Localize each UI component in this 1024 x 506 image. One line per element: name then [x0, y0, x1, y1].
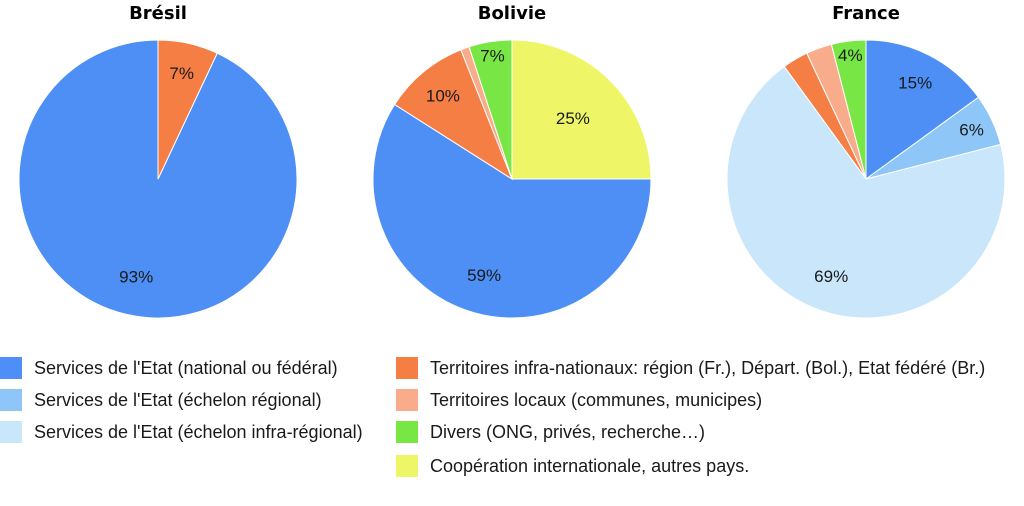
legend-swatch [396, 357, 418, 379]
pie-chart: Bolivie 25% 59% 10% 7% [372, 3, 652, 319]
legend-label: Services de l'Etat (échelon régional) [34, 389, 322, 410]
slice-label: 10% [426, 87, 460, 106]
legend-label: Divers (ONG, privés, recherche…) [430, 421, 706, 442]
legend-swatch [0, 357, 22, 379]
pie-slice [18, 39, 298, 319]
slice-label: 69% [814, 267, 848, 286]
pie-chart: France 15% 6% 69% 4% [726, 3, 1006, 319]
legend-label: Services de l'Etat (échelon infra-région… [34, 421, 363, 442]
legend-label: Coopération internationale, autres pays. [430, 455, 750, 476]
legend-item: Territoires locaux (communes, municipes) [396, 388, 762, 412]
pie-slice [372, 103, 652, 319]
pie-slice [865, 39, 980, 180]
legend-item: Territoires infra-nationaux: région (Fr.… [396, 356, 985, 380]
legend-swatch [396, 455, 418, 477]
chart-title: Brésil [129, 3, 187, 24]
pie-charts-area: Brésil 93% 7% Bolivie 25% 59% 10% 7% France 15% 6%… [18, 3, 1006, 319]
legend-swatch [0, 389, 22, 411]
legend-swatch [396, 421, 418, 443]
legend-label: Territoires locaux (communes, municipes) [430, 389, 763, 410]
legend-item: Services de l'Etat (échelon régional) [0, 388, 322, 412]
slice-label: 59% [467, 266, 501, 285]
slice-label: 4% [838, 46, 863, 65]
slice-label: 6% [959, 120, 984, 139]
legend-swatch [396, 389, 418, 411]
legend-item: Divers (ONG, privés, recherche…) [396, 420, 705, 444]
legend-item: Services de l'Etat (échelon infra-région… [0, 420, 363, 444]
chart-title: France [832, 3, 900, 24]
pie-slice [393, 49, 514, 181]
pie-chart: Brésil 93% 7% [18, 3, 298, 319]
legend-item: Coopération internationale, autres pays. [396, 454, 749, 478]
slice-label: 7% [480, 46, 505, 65]
legend-label: Services de l'Etat (national ou fédéral) [34, 357, 338, 378]
slice-label: 93% [119, 268, 153, 287]
legend-label: Territoires infra-nationaux: région (Fr.… [430, 357, 986, 378]
slice-label: 15% [898, 73, 932, 92]
pie-slice [511, 39, 652, 180]
slice-label: 7% [169, 64, 194, 83]
legend-item: Services de l'Etat (national ou fédéral) [0, 356, 338, 380]
slice-label: 25% [556, 109, 590, 128]
pie-slice [468, 39, 513, 180]
legend: Services de l'Etat (national ou fédéral)… [0, 356, 1024, 506]
pie-slice [726, 65, 1006, 319]
pie-slice [157, 39, 218, 180]
chart-title: Bolivie [478, 3, 547, 24]
legend-swatch [0, 421, 22, 443]
pie-slice [830, 39, 867, 180]
